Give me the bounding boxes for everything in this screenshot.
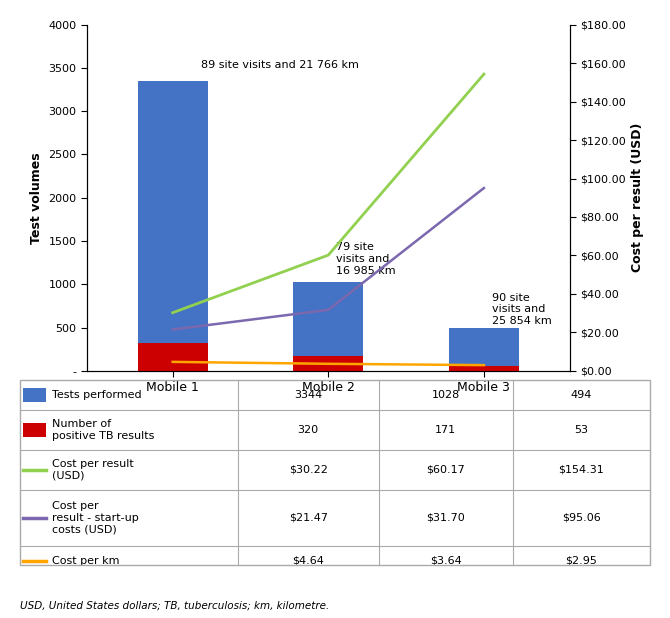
Text: $60.17: $60.17 xyxy=(426,465,465,475)
Text: Cost per result
(USD): Cost per result (USD) xyxy=(52,459,134,481)
Bar xyxy=(449,366,519,371)
Text: 53: 53 xyxy=(574,425,588,435)
Text: 89 site visits and 21 766 km: 89 site visits and 21 766 km xyxy=(201,60,358,70)
Text: 79 site
visits and
16 985 km: 79 site visits and 16 985 km xyxy=(336,242,396,276)
Bar xyxy=(137,343,208,371)
Text: $3.64: $3.64 xyxy=(429,556,462,565)
Bar xyxy=(449,328,519,371)
Bar xyxy=(293,282,363,371)
Text: Cost per km: Cost per km xyxy=(52,556,120,565)
Text: $21.47: $21.47 xyxy=(289,513,328,523)
Bar xyxy=(137,82,208,371)
Text: 494: 494 xyxy=(571,390,592,400)
Y-axis label: Test volumes: Test volumes xyxy=(30,152,43,243)
Text: $154.31: $154.31 xyxy=(558,465,604,475)
Text: USD, United States dollars; TB, tuberculosis; km, kilometre.: USD, United States dollars; TB, tubercul… xyxy=(20,601,330,611)
Bar xyxy=(293,356,363,371)
Y-axis label: Cost per result (USD): Cost per result (USD) xyxy=(631,123,645,273)
Text: 1028: 1028 xyxy=(431,390,460,400)
Text: $30.22: $30.22 xyxy=(289,465,328,475)
Text: 3344: 3344 xyxy=(294,390,322,400)
Text: $2.95: $2.95 xyxy=(565,556,597,565)
Text: Tests performed: Tests performed xyxy=(52,390,142,400)
Text: 171: 171 xyxy=(435,425,456,435)
Text: $95.06: $95.06 xyxy=(562,513,600,523)
Text: Number of
positive TB results: Number of positive TB results xyxy=(52,419,155,441)
Text: $4.64: $4.64 xyxy=(292,556,324,565)
Text: 90 site
visits and
25 854 km: 90 site visits and 25 854 km xyxy=(492,292,551,326)
Text: 320: 320 xyxy=(297,425,319,435)
Text: Cost per
result - start-up
costs (USD): Cost per result - start-up costs (USD) xyxy=(52,501,139,535)
Text: $31.70: $31.70 xyxy=(426,513,465,523)
